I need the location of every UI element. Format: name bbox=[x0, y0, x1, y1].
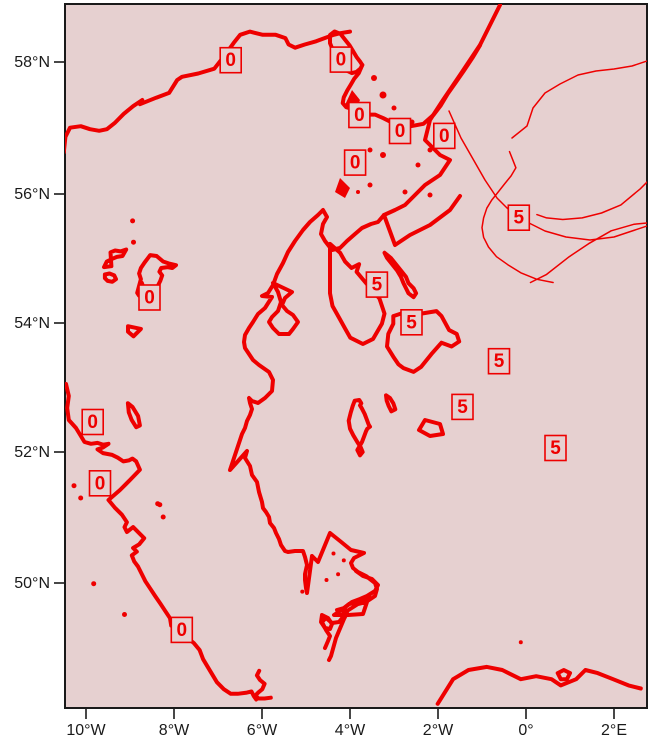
svg-text:52°N: 52°N bbox=[14, 444, 50, 461]
svg-text:5: 5 bbox=[494, 351, 505, 372]
svg-text:56°N: 56°N bbox=[14, 186, 50, 203]
svg-text:0: 0 bbox=[350, 153, 361, 174]
svg-text:5: 5 bbox=[514, 208, 525, 229]
svg-text:0: 0 bbox=[354, 105, 365, 126]
svg-text:0: 0 bbox=[336, 50, 347, 71]
svg-text:0: 0 bbox=[144, 288, 155, 309]
svg-text:0: 0 bbox=[439, 126, 450, 147]
svg-text:10°W: 10°W bbox=[66, 722, 106, 739]
svg-text:8°W: 8°W bbox=[159, 722, 190, 739]
svg-text:5: 5 bbox=[550, 438, 561, 459]
svg-text:0: 0 bbox=[225, 50, 236, 71]
svg-text:0: 0 bbox=[177, 620, 188, 641]
svg-text:5: 5 bbox=[406, 312, 417, 333]
svg-text:4°W: 4°W bbox=[335, 722, 366, 739]
svg-text:5: 5 bbox=[457, 397, 468, 418]
svg-text:0: 0 bbox=[395, 121, 406, 142]
svg-text:2°W: 2°W bbox=[423, 722, 454, 739]
svg-text:50°N: 50°N bbox=[14, 575, 50, 592]
svg-text:0: 0 bbox=[95, 473, 106, 494]
svg-text:54°N: 54°N bbox=[14, 315, 50, 332]
svg-text:5: 5 bbox=[372, 275, 383, 296]
svg-text:0: 0 bbox=[87, 412, 98, 433]
svg-text:58°N: 58°N bbox=[14, 54, 50, 71]
svg-text:0°: 0° bbox=[518, 722, 533, 739]
svg-text:2°E: 2°E bbox=[601, 722, 627, 739]
svg-text:6°W: 6°W bbox=[247, 722, 278, 739]
